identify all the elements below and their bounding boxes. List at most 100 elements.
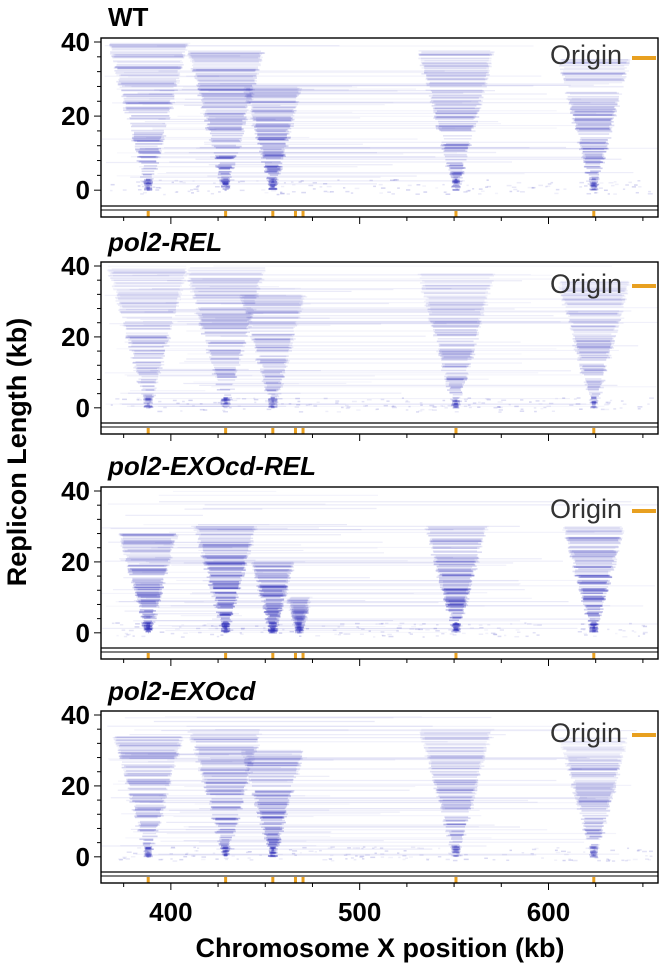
noise-speckle	[410, 846, 416, 849]
noise-speckle	[594, 406, 599, 409]
origin-marker	[224, 877, 228, 883]
noise-speckle	[380, 856, 385, 858]
noise-speckle	[327, 847, 333, 849]
noise-speckle	[493, 633, 498, 636]
noise-speckle	[647, 193, 653, 195]
noise-speckle	[280, 192, 285, 195]
noise-speckle	[492, 633, 498, 636]
noise-speckle	[141, 185, 145, 188]
noise-speckle	[454, 184, 458, 186]
noise-speckle	[110, 404, 113, 406]
noise-speckle	[341, 406, 344, 409]
noise-speckle	[501, 399, 507, 402]
noise-speckle	[281, 403, 284, 405]
noise-speckle	[136, 397, 141, 400]
noise-speckle	[547, 183, 552, 185]
noise-speckle	[622, 629, 626, 632]
noise-speckle	[122, 189, 127, 191]
noise-speckle	[532, 631, 536, 634]
noise-speckle	[288, 849, 293, 851]
noise-speckle	[221, 182, 225, 184]
noise-speckle	[148, 406, 154, 408]
noise-speckle	[180, 410, 183, 412]
noise-speckle	[278, 858, 283, 860]
noise-speckle	[493, 406, 498, 409]
noise-speckle	[633, 631, 637, 633]
noise-speckle	[622, 188, 626, 190]
noise-speckle	[649, 850, 653, 853]
noise-speckle	[297, 628, 301, 630]
noise-speckle	[378, 183, 383, 186]
noise-speckle	[392, 405, 395, 407]
noise-speckle	[124, 632, 128, 635]
noise-speckle	[606, 401, 611, 404]
noise-speckle	[425, 629, 430, 631]
noise-speckle	[343, 854, 348, 857]
noise-speckle	[213, 625, 218, 628]
noise-speckle	[171, 846, 176, 849]
noise-speckle	[376, 408, 379, 410]
noise-speckle	[373, 185, 376, 188]
noise-speckle	[187, 190, 191, 193]
noise-speckle	[615, 632, 618, 635]
noise-speckle	[636, 850, 640, 852]
noise-speckle	[369, 179, 373, 182]
noise-speckle	[445, 193, 451, 195]
noise-speckle	[419, 847, 424, 850]
noise-speckle	[323, 190, 328, 193]
noise-speckle	[613, 408, 617, 410]
noise-speckle	[175, 191, 179, 193]
noise-speckle	[126, 633, 131, 636]
noise-speckle	[514, 635, 520, 638]
noise-speckle	[306, 627, 310, 630]
origin-marker	[301, 877, 305, 883]
noise-speckle	[302, 846, 307, 849]
noise-speckle	[241, 628, 245, 630]
noise-speckle	[535, 400, 540, 402]
noise-speckle	[563, 188, 567, 190]
noise-speckle	[119, 624, 124, 626]
noise-speckle	[135, 623, 140, 625]
noise-speckle	[580, 623, 586, 625]
noise-speckle	[486, 179, 489, 181]
noise-speckle	[218, 191, 221, 193]
noise-speckle	[327, 191, 331, 193]
noise-speckle	[207, 190, 210, 192]
noise-speckle	[603, 189, 608, 192]
panel-pol2-exocd: pol2-EXOcd 0 20 40 Origin	[61, 676, 659, 884]
noise-speckle	[442, 399, 446, 402]
noise-speckle	[418, 410, 423, 412]
noise-speckle	[525, 635, 529, 638]
noise-speckle	[467, 623, 471, 626]
noise-speckle	[604, 403, 608, 405]
noise-speckle	[466, 184, 469, 187]
plot-frame-pol2-exocd-rel	[100, 486, 659, 660]
noise-speckle	[356, 847, 361, 849]
noise-speckle	[496, 406, 501, 408]
noise-speckle	[443, 191, 447, 194]
noise-speckle	[422, 185, 427, 187]
noise-speckle	[119, 859, 123, 861]
noise-speckle	[588, 399, 593, 401]
noise-speckle	[169, 853, 174, 855]
noise-speckle	[308, 850, 314, 853]
noise-speckle	[605, 401, 608, 404]
noise-speckle	[384, 850, 389, 852]
noise-speckle	[622, 403, 627, 405]
noise-speckle	[222, 409, 226, 412]
noise-speckle	[130, 855, 136, 858]
x-tick-label-600: 600	[527, 897, 570, 927]
noise-speckle	[385, 622, 389, 625]
y-tick-label-40: 40	[61, 251, 90, 281]
noise-speckle	[170, 632, 175, 635]
noise-speckle	[340, 623, 345, 625]
origin-marker	[592, 211, 596, 217]
noise-speckle	[256, 180, 259, 182]
noise-speckle	[118, 858, 124, 860]
noise-speckle	[110, 183, 115, 186]
noise-speckle	[402, 858, 406, 861]
noise-speckle	[478, 193, 482, 195]
noise-speckle	[479, 627, 484, 629]
noise-speckle	[298, 181, 302, 183]
noise-speckle	[499, 406, 503, 409]
